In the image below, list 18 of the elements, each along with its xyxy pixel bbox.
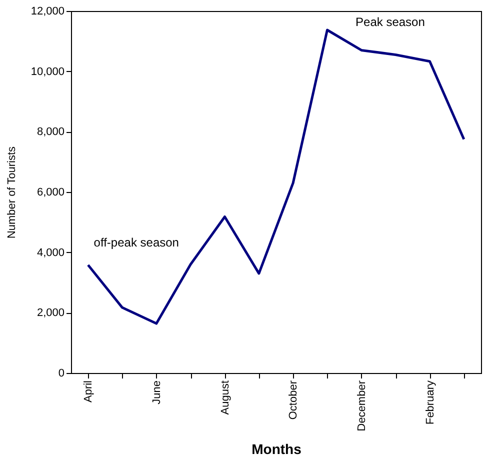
annotation: off-peak season (94, 235, 179, 250)
x-tick-label: February (424, 380, 436, 425)
annotation: Peak season (356, 15, 425, 30)
x-tick-label: August (219, 380, 232, 415)
line-series (86, 28, 466, 325)
y-tick-label: 2,000 (36, 307, 64, 320)
x-tick-label: June (150, 380, 163, 404)
x-tick-label: December (356, 380, 368, 432)
y-tick-label: 4,000 (36, 246, 64, 259)
y-axis-title: Number of Tourists (6, 146, 18, 239)
x-tick-label: October (288, 380, 300, 420)
y-tick-label: 6,000 (36, 186, 64, 198)
y-tick-label: 12,000 (30, 6, 64, 18)
x-axis-title: Months (252, 441, 302, 458)
x-tick-label: April (82, 380, 95, 403)
y-tick-label: 8,000 (36, 126, 64, 138)
y-tick-label: 10,000 (30, 66, 64, 78)
y-tick-label: 0 (58, 368, 64, 380)
